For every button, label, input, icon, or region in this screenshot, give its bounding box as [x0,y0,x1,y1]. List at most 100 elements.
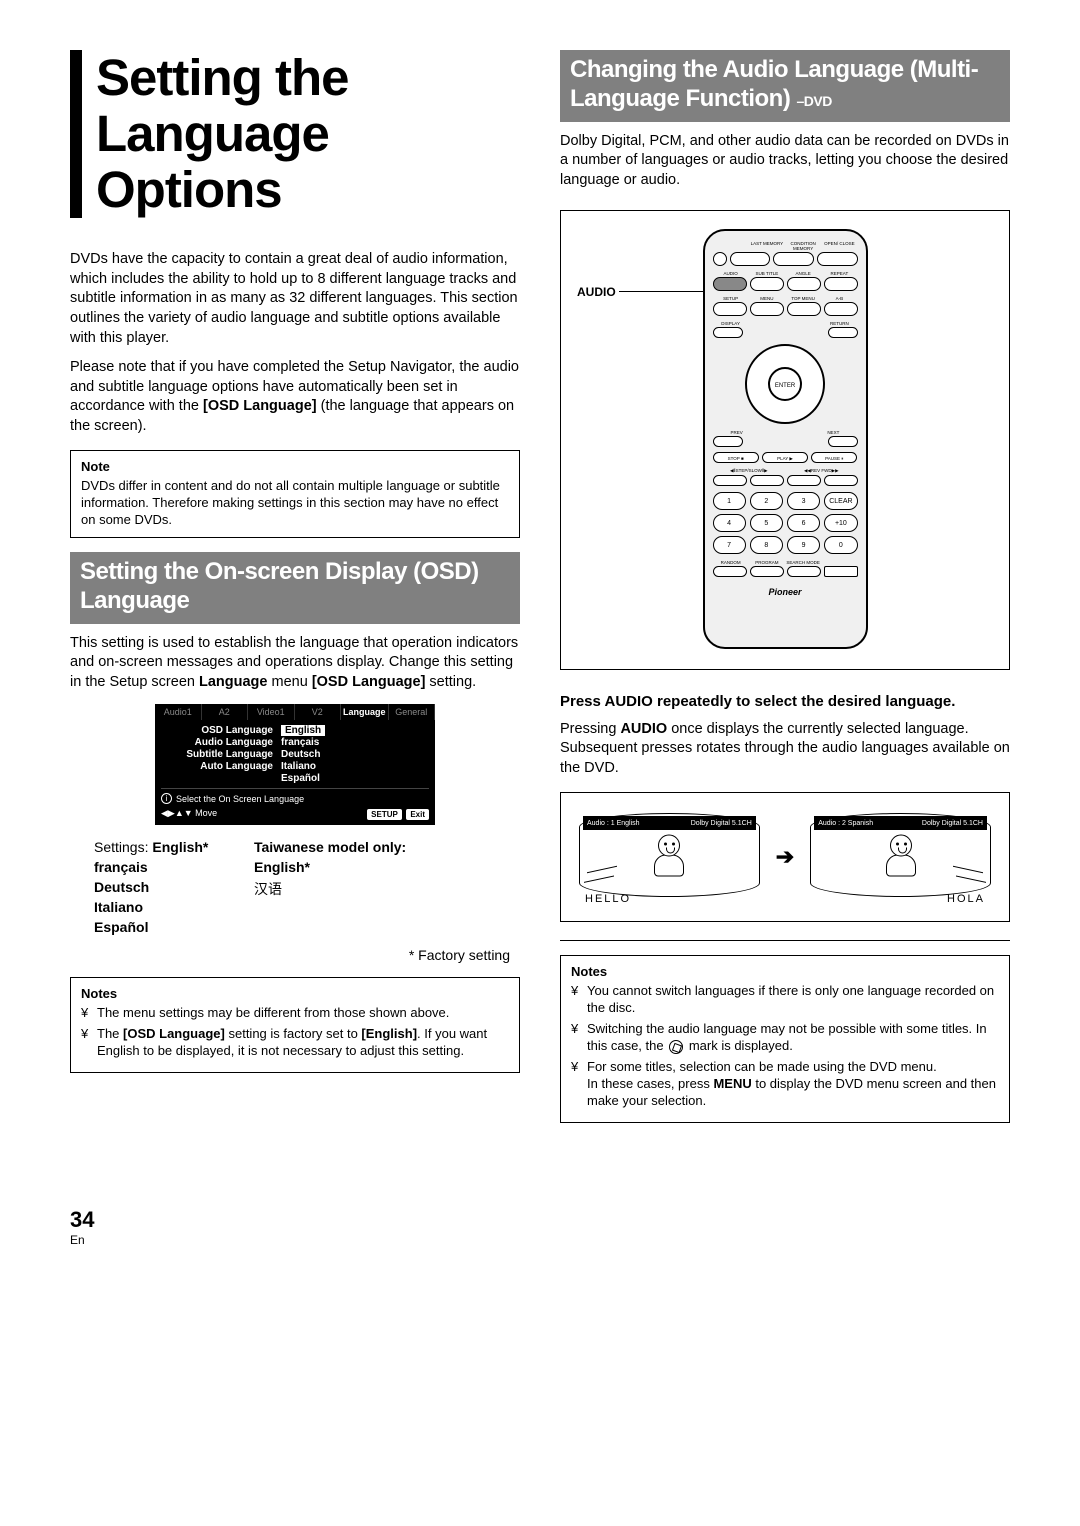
audio-instruction: Press AUDIO repeatedly to select the des… [560,692,1010,712]
audio-button [713,277,747,291]
stop-button: STOP ■ [713,452,759,463]
tv-bar1-r: Dolby Digital 5.1CH [691,820,752,827]
num-9: 9 [787,536,820,554]
power-button [713,252,727,266]
osd-tab-5: General [389,704,436,720]
play-button: PLAY ▶ [762,452,808,463]
set-a0: English* [152,839,208,855]
osd-row2-v: Deutsch [281,749,320,760]
osd-p1b: Language [199,674,267,690]
notes3-label: Notes [571,964,999,981]
tv-bar-2: Audio : 2 Spanish Dolby Digital 5.1CH [814,816,987,830]
n2-1d: [English] [361,1026,417,1041]
notes3-item-2: For some titles, selection can be made u… [571,1059,999,1110]
display-button [713,327,743,338]
enter-button: ENTER [768,367,802,401]
num-3: 3 [787,492,820,510]
set-b-title: Taiwanese model only: [254,839,454,855]
num-6: 6 [787,514,820,532]
osd-row3-l: Auto Language [161,761,281,772]
osd-tab-3: V2 [295,704,342,720]
remote-prevnext-labels: PREVNEXT [713,430,858,435]
osd-row0-l: OSD Language [161,725,281,736]
remote-labels-4: DISPLAYRETURN [713,321,858,326]
set-a1: français [94,859,254,875]
n2-1c: setting is factory set to [225,1026,362,1041]
num-0: 0 [824,536,857,554]
condition-memory-button [773,252,814,266]
remote-labels-1: LAST MEMORYCONDITION MEMORYOPEN/ CLOSE [713,241,858,251]
next-button [828,436,858,447]
remote: LAST MEMORYCONDITION MEMORYOPEN/ CLOSE A… [703,229,868,649]
clear-button: CLEAR [824,492,857,510]
mode-button [824,566,858,577]
intro-p1: DVDs have the capacity to contain a grea… [70,250,520,348]
dpad: ENTER [745,344,825,424]
notes3-item-0: You cannot switch languages if there is … [571,983,999,1017]
tv-bar-1: Audio : 1 English Dolby Digital 5.1CH [583,816,756,830]
osd-row1-v: français [281,737,319,748]
tv-bar2-l: Audio : 2 Spanish [818,820,873,827]
osd-row0-v: English [281,725,325,736]
audio-section-title: Changing the Audio Language (Multi-Langu… [560,50,1010,122]
osd-menu: Audio1 A2 Video1 V2 Language General OSD… [155,704,435,825]
osd-row2-l: Subtitle Language [161,749,281,760]
info-icon: i [161,793,172,804]
remote-logo: Pioneer [713,587,858,597]
last-memory-button [730,252,771,266]
set-a2: Deutsch [94,879,254,895]
notes3-item-1: Switching the audio language may not be … [571,1021,999,1055]
audio-title-sub: –DVD [796,93,831,109]
osd-tab-4: Language [341,704,389,720]
search-button [787,566,821,577]
settings-grid: Settings: English* français Deutsch Ital… [94,839,520,939]
setup-button [713,302,747,316]
notes2-label: Notes [81,986,509,1003]
audio-p2bold: AUDIO [620,721,667,737]
remote-bottom-labels: RANDOMPROGRAMSEARCH MODE [713,560,858,565]
pause-button: PAUSE ⏸ [811,452,857,463]
note-box-1: Note DVDs differ in content and do not a… [70,450,520,538]
notes-box-3: Notes You cannot switch languages if the… [560,955,1010,1122]
notes2-0-text: The menu settings may be different from … [97,1005,449,1020]
intro-p2bold: [OSD Language] [203,398,317,414]
tv-illustration: Audio : 1 EnglishDolby Digital 5.1CH HEL… [560,792,1010,922]
num-7: 7 [713,536,746,554]
prev-button [713,436,743,447]
rev-button [787,475,821,486]
ab-button [824,302,858,316]
osd-tab-0: Audio1 [155,704,202,720]
subtitle-button [750,277,784,291]
note1-label: Note [81,459,509,476]
osd-info-text: Select the On Screen Language [176,794,304,804]
audio-p2a: Pressing [560,721,620,737]
osd-footer: ◀▶▲▼ Move SETUP Exit [161,808,429,819]
num-5: 5 [750,514,783,532]
num-1: 1 [713,492,746,510]
osd-tabs: Audio1 A2 Video1 V2 Language General [155,704,435,720]
osd-move: ◀▶▲▼ Move [161,808,217,819]
remote-diagram: AUDIO LAST MEMORYCONDITION MEMORYOPEN/ C… [560,210,1010,670]
return-button [828,327,858,338]
factory-note: * Factory setting [70,947,510,963]
tv-person-1 [646,835,692,885]
tv-bar1-l: Audio : 1 English [587,820,640,827]
prohibit-icon [669,1040,683,1054]
osd-move-text: Move [195,808,217,818]
numpad: 123CLEAR 456+10 7890 [713,492,858,554]
set-b0: English* [254,859,454,875]
osd-p1e: setting. [425,674,476,690]
osd-section-title: Setting the On-screen Display (OSD) Lang… [70,552,520,624]
tv-1: Audio : 1 EnglishDolby Digital 5.1CH HEL… [575,807,764,907]
tv-bar2-r: Dolby Digital 5.1CH [922,820,983,827]
tv-person-2 [878,835,924,885]
num-4: 4 [713,514,746,532]
osd-p1d: [OSD Language] [312,674,426,690]
angle-button [787,277,821,291]
set-b1: 汉语 [254,879,454,899]
num-8: 8 [750,536,783,554]
num-2: 2 [750,492,783,510]
audio-callout: AUDIO [577,285,616,299]
plus10-button: +10 [824,514,857,532]
settings-label: Settings: [94,839,148,855]
